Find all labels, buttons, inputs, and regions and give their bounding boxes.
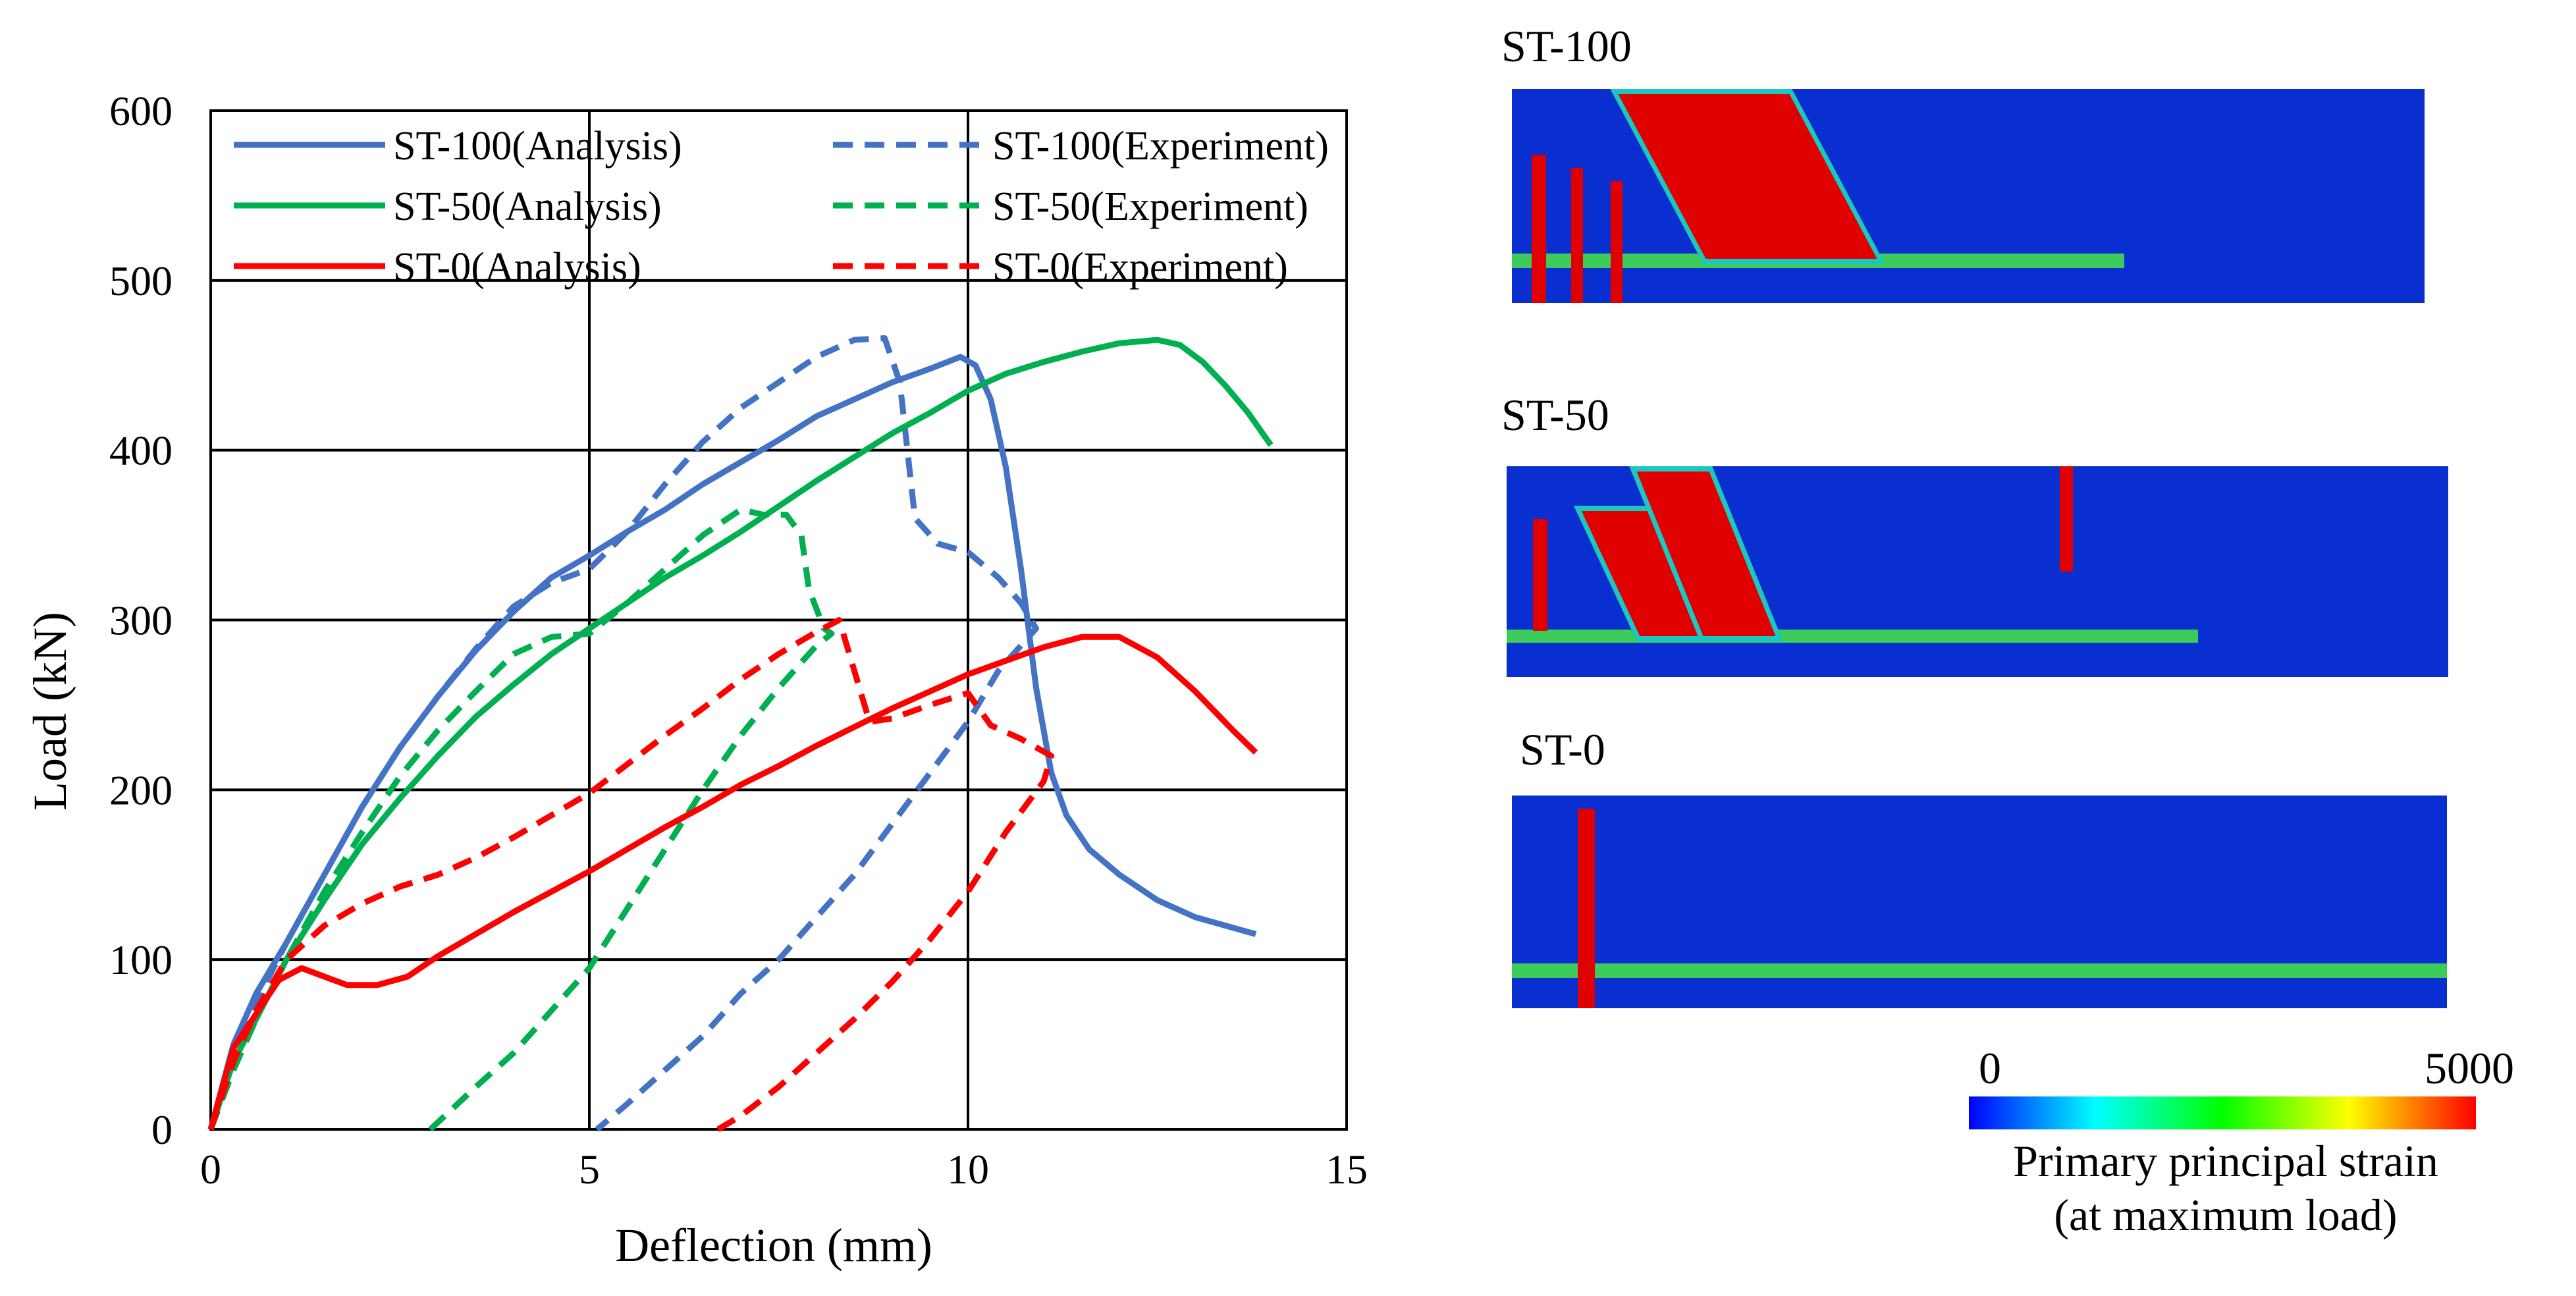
y-tick-label: 600 <box>109 88 173 134</box>
chart-series-layer <box>207 335 1274 1132</box>
strain-crack <box>1532 155 1546 303</box>
y-axis-label: Load (kN) <box>24 612 76 811</box>
y-tick-label: 500 <box>109 257 173 304</box>
x-axis-label: Deflection (mm) <box>615 1219 932 1272</box>
fem-contour-st100 <box>1512 89 2425 303</box>
series-line-4 <box>207 506 835 1132</box>
legend-label: ST-0(Experiment) <box>992 245 1288 290</box>
colorbar-gradient <box>1969 1096 2476 1129</box>
fem-contour-st0 <box>1512 796 2447 1008</box>
strain-crack <box>1578 809 1595 1008</box>
legend-label: ST-100(Analysis) <box>393 124 682 169</box>
strain-crack <box>1571 168 1583 303</box>
strain-crack <box>2060 466 2073 572</box>
colorbar-min-label: 0 <box>1979 1043 2001 1093</box>
fem-panel-title: ST-50 <box>1501 390 1609 440</box>
strain-crack-zone <box>1610 89 1885 264</box>
y-tick-label: 300 <box>109 597 173 644</box>
series-line-3 <box>207 337 1274 1131</box>
strain-crack <box>1533 519 1547 631</box>
x-tick-label: 5 <box>579 1146 600 1193</box>
fem-panel-title: ST-0 <box>1520 724 1605 774</box>
chart-axes: 0 100 200 300 400 500 600 0 5 10 15 <box>109 88 1368 1193</box>
load-deflection-chart: 0 100 200 300 400 500 600 0 5 10 15 ST-100(Analysi… <box>24 88 1368 1272</box>
series-line-5 <box>207 634 1258 1131</box>
y-tick-label: 0 <box>151 1106 173 1153</box>
y-tick-label: 400 <box>109 427 173 474</box>
y-tick-label: 100 <box>109 936 173 983</box>
y-tick-label: 200 <box>109 767 173 813</box>
x-tick-label: 15 <box>1326 1146 1368 1193</box>
legend-label: ST-50(Experiment) <box>992 184 1308 229</box>
legend-label: ST-100(Experiment) <box>992 124 1329 169</box>
fem-panel-title: ST-100 <box>1501 21 1632 71</box>
chart-legend: ST-100(Analysis) ST-100(Experiment) ST-50(… <box>234 124 1329 290</box>
x-tick-label: 10 <box>947 1146 989 1193</box>
strain-crack <box>1611 181 1623 303</box>
legend-label: ST-0(Analysis) <box>393 245 641 290</box>
colorbar-caption-line1: Primary principal strain <box>2013 1136 2438 1186</box>
x-tick-label: 0 <box>200 1146 221 1193</box>
series-line-6 <box>207 617 1054 1132</box>
legend-label: ST-50(Analysis) <box>393 184 662 229</box>
series-line-2 <box>207 335 1039 1132</box>
chart-gridlines <box>209 109 1348 1131</box>
colorbar-max-label: 5000 <box>2425 1043 2514 1093</box>
fem-contour-st50 <box>1507 466 2448 677</box>
strain-band <box>1507 630 2198 643</box>
series-line-1 <box>207 354 1257 1131</box>
colorbar-caption-line2: (at maximum load) <box>2054 1190 2398 1240</box>
strain-band <box>1512 963 2447 978</box>
